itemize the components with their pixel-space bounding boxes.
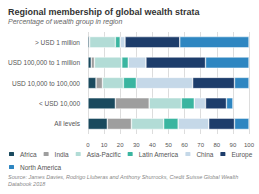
svg-text:20: 20 xyxy=(117,142,124,148)
svg-text:China: China xyxy=(196,151,213,158)
svg-text:< USD 10,000: < USD 10,000 xyxy=(39,100,80,107)
svg-text:USD 10,000 to 100,000: USD 10,000 to 100,000 xyxy=(12,80,80,87)
svg-text:Percentage of wealth group in: Percentage of wealth group in region xyxy=(8,18,123,26)
svg-text:USD 100,000 to 1 million: USD 100,000 to 1 million xyxy=(8,59,80,66)
svg-text:50: 50 xyxy=(165,142,172,148)
svg-text:70: 70 xyxy=(197,142,204,148)
svg-text:India: India xyxy=(55,151,69,158)
svg-text:80: 80 xyxy=(213,142,220,148)
svg-text:> USD 1 million: > USD 1 million xyxy=(35,39,80,46)
svg-text:90: 90 xyxy=(230,142,237,148)
svg-text:Europe: Europe xyxy=(231,151,252,159)
svg-text:Databook 2018: Databook 2018 xyxy=(8,181,46,187)
svg-text:40: 40 xyxy=(149,142,156,148)
svg-text:100: 100 xyxy=(244,142,255,148)
svg-text:Africa: Africa xyxy=(20,151,37,158)
svg-text:Source: James Davies, Rodrigo: Source: James Davies, Rodrigo Lluberas a… xyxy=(8,174,240,180)
svg-text:All levels: All levels xyxy=(54,120,80,127)
svg-text:North America: North America xyxy=(20,164,62,171)
svg-text:10: 10 xyxy=(101,142,108,148)
svg-text:Regional membership of global: Regional membership of global wealth str… xyxy=(8,7,201,17)
svg-text:Asia-Pacific: Asia-Pacific xyxy=(87,151,122,158)
svg-text:Latin America: Latin America xyxy=(139,151,179,158)
svg-text:0: 0 xyxy=(86,142,90,148)
svg-text:60: 60 xyxy=(181,142,188,148)
svg-text:30: 30 xyxy=(133,142,140,148)
